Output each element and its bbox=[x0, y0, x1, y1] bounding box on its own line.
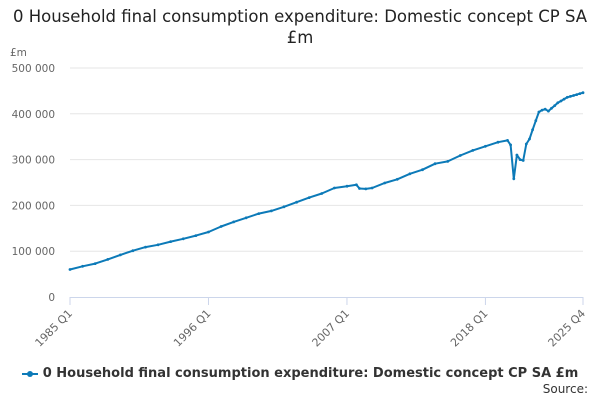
data-point bbox=[569, 95, 572, 98]
data-point bbox=[131, 249, 135, 253]
data-point bbox=[244, 216, 248, 220]
data-point bbox=[506, 139, 509, 142]
x-tick-label: 2018 Q1 bbox=[448, 307, 491, 350]
data-point bbox=[509, 143, 512, 147]
data-point bbox=[169, 240, 173, 244]
data-point bbox=[528, 137, 531, 141]
data-point bbox=[333, 186, 336, 190]
y-tick-label: 500 000 bbox=[12, 63, 55, 75]
data-point bbox=[93, 262, 97, 265]
legend-swatch-icon bbox=[21, 369, 38, 379]
data-point bbox=[565, 95, 569, 99]
data-point bbox=[270, 209, 273, 213]
data-point bbox=[81, 264, 84, 268]
data-point bbox=[518, 158, 522, 162]
y-tick-labels: 0 100 000 200 000 300 000 400 000 500 000 bbox=[12, 63, 55, 304]
data-point bbox=[537, 110, 541, 114]
data-point bbox=[471, 149, 475, 152]
data-point bbox=[556, 101, 560, 105]
gridlines bbox=[70, 67, 583, 252]
series-line bbox=[69, 91, 584, 271]
data-point bbox=[282, 205, 286, 209]
data-point bbox=[547, 109, 550, 113]
data-point bbox=[458, 154, 462, 157]
data-point bbox=[257, 212, 261, 216]
data-point bbox=[521, 159, 525, 162]
data-point bbox=[156, 243, 160, 247]
data-point bbox=[370, 186, 374, 190]
data-point bbox=[446, 160, 450, 163]
y-tick-label: 300 000 bbox=[12, 155, 55, 167]
data-point bbox=[421, 168, 424, 172]
y-tick-label: 0 bbox=[48, 292, 55, 304]
data-point bbox=[345, 184, 349, 188]
data-point bbox=[295, 200, 298, 204]
data-point bbox=[68, 268, 72, 271]
x-axis: 1985 Q1 1996 Q1 2007 Q1 2018 Q1 2025 Q4 bbox=[33, 297, 589, 350]
y-tick-label: 200 000 bbox=[12, 200, 55, 212]
y-tick-label: 100 000 bbox=[12, 246, 55, 258]
x-tick-label: 1996 Q1 bbox=[171, 307, 214, 350]
data-point bbox=[484, 144, 487, 148]
data-point bbox=[320, 192, 324, 195]
series-group bbox=[68, 91, 585, 271]
data-point bbox=[562, 97, 566, 101]
data-point bbox=[355, 183, 358, 187]
data-point bbox=[534, 119, 538, 123]
y-tick-label: 400 000 bbox=[12, 109, 55, 121]
data-point bbox=[578, 92, 582, 95]
data-point bbox=[207, 230, 210, 234]
data-point bbox=[540, 108, 544, 112]
data-point bbox=[515, 153, 519, 157]
data-point bbox=[512, 177, 516, 181]
source-label: Source: bbox=[542, 382, 588, 396]
data-point bbox=[395, 177, 399, 181]
data-point bbox=[550, 106, 553, 110]
data-point bbox=[543, 107, 547, 111]
data-point bbox=[106, 258, 110, 261]
data-point bbox=[496, 140, 500, 144]
data-point bbox=[383, 181, 387, 185]
data-point bbox=[144, 245, 147, 249]
data-point bbox=[408, 172, 412, 176]
legend-label: 0 Household final consumption expenditur… bbox=[42, 366, 579, 381]
data-point bbox=[575, 93, 579, 96]
data-point bbox=[194, 234, 198, 238]
data-point bbox=[181, 237, 185, 241]
legend: 0 Household final consumption expenditur… bbox=[0, 366, 600, 381]
x-tick-label: 2025 Q4 bbox=[546, 307, 589, 350]
data-point bbox=[524, 142, 528, 146]
x-tick-label: 2007 Q1 bbox=[310, 307, 353, 350]
data-point bbox=[358, 187, 361, 190]
x-tick-label: 1985 Q1 bbox=[33, 307, 76, 350]
data-point bbox=[559, 99, 563, 103]
data-point bbox=[364, 187, 368, 191]
data-point bbox=[531, 128, 534, 132]
data-point bbox=[219, 225, 223, 228]
data-point bbox=[553, 104, 557, 107]
data-point bbox=[433, 162, 437, 166]
data-point bbox=[119, 253, 122, 257]
chart-title: 0 Household final consumption expenditur… bbox=[12, 7, 588, 47]
y-axis-label: £m bbox=[10, 47, 27, 59]
data-point bbox=[232, 220, 236, 224]
data-point bbox=[307, 196, 311, 200]
data-point bbox=[581, 91, 585, 95]
data-point bbox=[572, 94, 575, 97]
